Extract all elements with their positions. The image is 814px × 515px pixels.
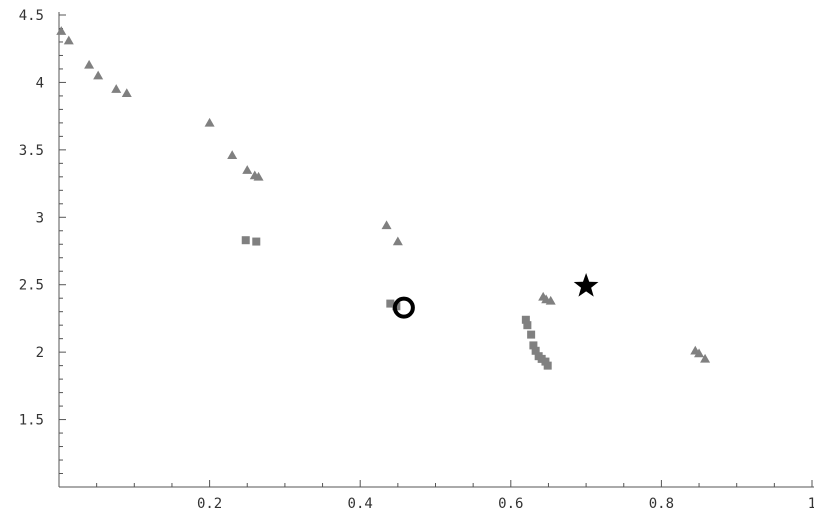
square-point [523,321,532,330]
y-tick-label: 2 [36,345,44,361]
square-point [527,330,536,339]
y-tick-label: 3.5 [19,143,44,159]
x-tick-label: 0.4 [348,496,373,512]
triangle-point [381,220,392,230]
y-tick-label: 4 [36,75,44,91]
triangle-point [227,150,238,160]
y-tick-label: 1.5 [19,413,44,429]
square-point [543,361,552,370]
square-point [386,299,395,308]
triangle-point [253,171,264,181]
x-tick-label: 1 [808,496,814,512]
x-tick-label: 0.8 [649,496,674,512]
triangle-point [56,26,67,35]
star-point [573,273,599,297]
square-point [531,346,540,355]
triangle-point [700,353,711,363]
triangle-point [84,59,95,69]
square-point [241,236,250,245]
triangle-point [63,35,74,45]
triangle-point [392,236,403,246]
square-point [252,237,261,246]
axes: 0.2 0.4 0.6 0.8 1 1.5 2 2.5 3 3.5 4 4.5 [19,8,814,512]
triangle-point [545,295,556,305]
data-marks [56,26,711,370]
y-tick-label: 2.5 [19,278,44,294]
y-tick-label: 4.5 [19,8,44,24]
square-point [541,357,550,366]
square-point [521,315,530,324]
triangle-point [204,117,215,127]
triangle-point [121,88,132,97]
x-tick-label: 0.2 [197,496,222,512]
triangle-point [694,348,705,358]
x-tick-label: 0.6 [498,496,523,512]
triangle-point [242,165,253,174]
y-tick-label: 3 [36,210,44,226]
triangle-point [93,70,104,80]
circle-point [392,296,415,319]
triangle-point [111,84,122,93]
square-point [529,341,538,350]
